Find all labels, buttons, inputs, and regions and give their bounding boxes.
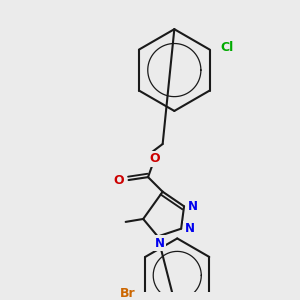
Text: Br: Br: [120, 287, 136, 300]
Text: O: O: [150, 152, 160, 165]
Text: N: N: [188, 200, 198, 213]
Text: N: N: [155, 237, 165, 250]
Text: Cl: Cl: [220, 41, 234, 54]
Text: N: N: [185, 222, 195, 235]
Text: O: O: [113, 173, 124, 187]
